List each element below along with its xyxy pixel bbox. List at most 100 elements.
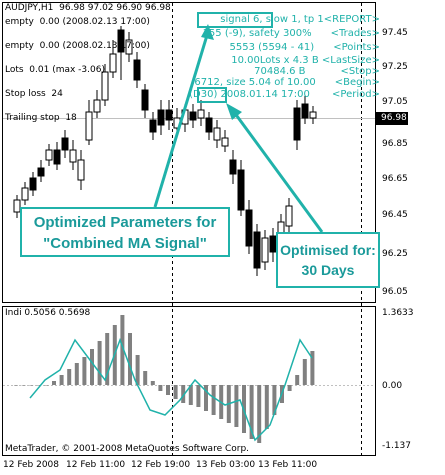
indicator-title: Indi 0.5056 0.5698 (5, 308, 91, 318)
info-line: empty 0.00 (2008.02.13 17:00) (5, 41, 150, 51)
histogram-bar (188, 385, 193, 405)
candle-body (309, 111, 317, 119)
candle-body (109, 53, 117, 73)
price-label: 96.05 (382, 287, 408, 297)
histogram-bar (90, 349, 94, 385)
report-line: 6712, size 5.04 of 10.00 <Begin> (194, 77, 380, 88)
info-line: Lots 0.01 (max -3.06) (5, 65, 105, 75)
histogram-bar (128, 333, 132, 385)
histogram-bar (257, 385, 262, 443)
candle-body (189, 111, 197, 121)
candle-body (61, 137, 69, 151)
period-highlight-box (197, 87, 227, 103)
candle-body (21, 187, 29, 201)
candle-body (165, 109, 173, 121)
indicator-frame (2, 306, 376, 456)
candle-body (141, 89, 149, 111)
candle-body (285, 205, 293, 227)
histogram-bar (204, 385, 208, 411)
histogram-bar (158, 385, 163, 391)
histogram-bar (29, 385, 34, 386)
histogram-bar (36, 385, 41, 386)
arrowhead (201, 24, 214, 40)
price-label: 97.25 (382, 62, 408, 72)
histogram-bar (21, 385, 26, 386)
report-line: signal 6, slow 1, tp 1<REPORT> (220, 14, 380, 25)
candle-body (229, 159, 237, 175)
candle-body (69, 149, 77, 163)
optimized-params-callout: Optimized Parameters for "Combined MA Si… (20, 207, 230, 257)
candle-body (237, 169, 245, 211)
price-label: 97.45 (382, 28, 408, 38)
report-line: 70484.6 B <Stop> (254, 66, 380, 77)
candle-body (13, 199, 21, 213)
histogram-bar (120, 315, 125, 385)
indicator-signal-line (29, 337, 313, 442)
candle-body (261, 237, 269, 263)
report-line: (D30) 2008.01.14 17:00 <Period> (189, 89, 380, 100)
current-price-marker (376, 112, 408, 125)
current-price-label: 96.98 (381, 113, 407, 123)
histogram-bar (173, 385, 178, 399)
callout-arrow (232, 111, 324, 233)
candle-body (85, 111, 93, 141)
candle-body (101, 71, 109, 101)
candle-body (93, 99, 101, 113)
candle-body (117, 29, 125, 53)
histogram-bar (82, 357, 87, 385)
copyright-text: MetaTrader, © 2001-2008 MetaQuotes Softw… (5, 444, 250, 454)
candle-body (157, 109, 165, 126)
info-line: empty 0.00 (2008.02.13 17:00) (5, 17, 150, 27)
optimised-for-callout: Optimised for: 30 Days (276, 232, 380, 288)
chart-title: AUDJPY,H1 96.98 97.02 96.90 96.98 (5, 3, 171, 13)
candle-body (205, 117, 213, 133)
histogram-bar (14, 385, 18, 386)
histogram-bar (150, 381, 155, 385)
candle-body (133, 59, 141, 81)
histogram-bar (135, 355, 140, 385)
histogram-bar (143, 371, 148, 385)
histogram-bar (249, 385, 254, 439)
candle-body (221, 137, 229, 147)
candle-body (245, 209, 253, 247)
report-line: 5553 (5594 - 41) <Points> (229, 42, 380, 53)
histogram-bar (196, 385, 201, 407)
histogram-bar (105, 333, 110, 385)
histogram-bar (264, 385, 269, 429)
histogram-bar (272, 385, 277, 415)
indicator-scale-label: 1.3633 (382, 308, 414, 318)
time-label: 13 Feb 11:00 (258, 460, 318, 470)
candle-body (125, 39, 133, 55)
info-line: Stop loss 24 (5, 89, 63, 99)
arrowhead (226, 103, 242, 120)
indicator-scale-label: -1.137 (382, 441, 412, 451)
price-label: 97.05 (382, 97, 408, 107)
histogram-bar (44, 385, 49, 386)
histogram-bar (295, 375, 300, 385)
report-line: 10.00Lots x 4.3 B <LastSize> (231, 55, 380, 66)
candle-body (253, 231, 261, 269)
histogram-bar (181, 385, 186, 403)
candle-body (53, 149, 61, 165)
price-label: 96.25 (382, 249, 408, 259)
time-label: 12 Feb 2008 (3, 460, 60, 470)
callout-arrow (153, 31, 210, 208)
candle-body (293, 107, 301, 141)
price-label: 96.65 (382, 174, 408, 184)
candle-body (77, 159, 85, 181)
candle-body (45, 149, 53, 161)
indicator-histogram (14, 315, 315, 443)
price-label: 96.85 (382, 139, 408, 149)
time-label: 12 Feb 11:00 (66, 460, 126, 470)
histogram-bar (52, 381, 56, 385)
histogram-bar (74, 363, 79, 385)
candle-body (29, 177, 37, 191)
indicator-scale-label: 0.00 (382, 381, 403, 391)
histogram-bar (310, 351, 315, 385)
histogram-bar (59, 375, 64, 385)
signal-highlight-box (197, 12, 273, 28)
candle-body (301, 103, 309, 119)
histogram-bar (97, 341, 102, 385)
main-chart-frame (2, 2, 376, 303)
